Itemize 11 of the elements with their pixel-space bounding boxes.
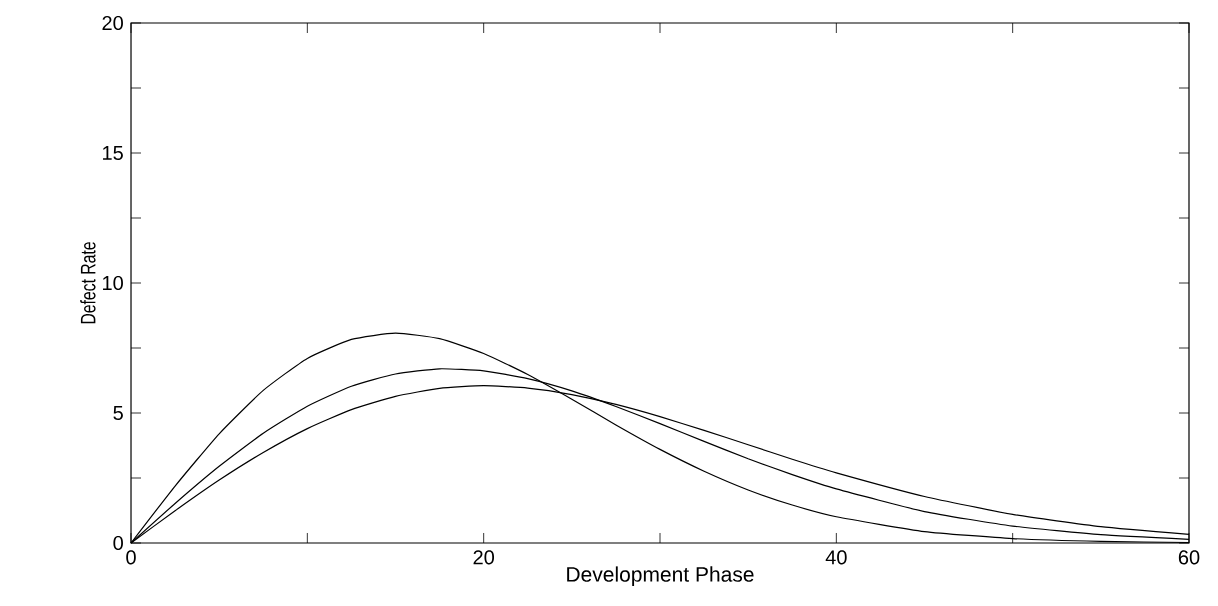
y-tick-label: 10 xyxy=(103,275,123,291)
x-tick-label: 0 xyxy=(126,550,136,565)
y-tick-label: 0 xyxy=(113,535,123,551)
y-tick-label: 20 xyxy=(102,15,123,31)
y-tick-label: 5 xyxy=(113,406,123,420)
x-tick-label: 60 xyxy=(1178,550,1200,565)
y-axis-title: Defect Rate xyxy=(80,242,96,324)
x-axis-title: Development Phase xyxy=(567,566,754,586)
x-tick-label: 40 xyxy=(825,550,847,565)
y-tick-label: 15 xyxy=(103,146,123,160)
x-tick-label: 20 xyxy=(473,550,495,565)
